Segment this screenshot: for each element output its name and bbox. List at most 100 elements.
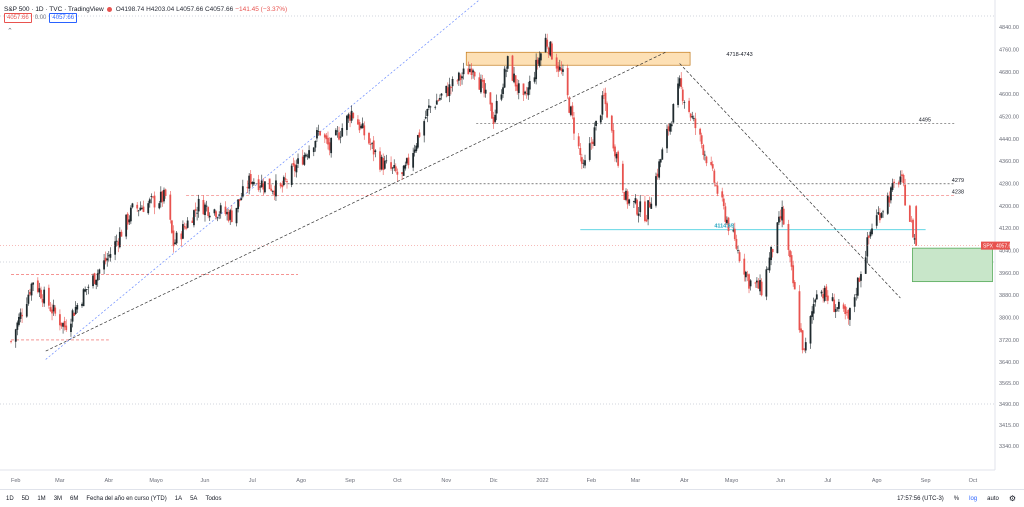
candle-body[interactable] [161, 191, 164, 202]
candle-body[interactable] [251, 181, 254, 184]
candle-body[interactable] [295, 165, 298, 173]
candle-body[interactable] [268, 178, 271, 190]
candle-body[interactable] [582, 162, 585, 164]
candle-body[interactable] [394, 166, 397, 172]
auto-toggle[interactable]: auto [987, 495, 999, 502]
candle-body[interactable] [765, 269, 768, 297]
candle-body[interactable] [503, 68, 506, 88]
candle-body[interactable] [385, 160, 388, 162]
candle-body[interactable] [834, 309, 837, 312]
candle-body[interactable] [688, 100, 690, 112]
candle-body[interactable] [117, 241, 120, 246]
candle-body[interactable] [864, 257, 867, 274]
candle-body[interactable] [492, 117, 495, 124]
candle-body[interactable] [702, 144, 705, 156]
candle-body[interactable] [691, 116, 694, 118]
candle-body[interactable] [855, 294, 858, 296]
candle-body[interactable] [877, 212, 880, 215]
candle-body[interactable] [216, 217, 219, 219]
candle-body[interactable] [194, 209, 197, 211]
candle-body[interactable] [136, 204, 139, 209]
candle-body[interactable] [481, 79, 484, 82]
candle-body[interactable] [371, 142, 374, 144]
candle-body[interactable] [902, 174, 905, 183]
range-button-4[interactable]: 6M [70, 495, 79, 502]
candle-body[interactable] [327, 137, 329, 145]
candle-body[interactable] [517, 83, 520, 94]
candle-body[interactable] [51, 309, 53, 314]
candle-body[interactable] [380, 156, 383, 170]
candle-body[interactable] [527, 87, 530, 96]
candle-body[interactable] [391, 167, 394, 169]
candle-body[interactable] [259, 186, 262, 188]
resistance-zone[interactable] [465, 51, 691, 66]
candle-body[interactable] [301, 156, 304, 165]
candle-body[interactable] [882, 211, 884, 213]
candle-body[interactable] [252, 181, 255, 185]
candle-body[interactable] [522, 83, 525, 96]
candle-body[interactable] [219, 205, 222, 214]
candle-body[interactable] [131, 203, 134, 208]
candle-body[interactable] [724, 206, 727, 222]
candle-body[interactable] [800, 328, 802, 332]
candle-body[interactable] [748, 274, 750, 289]
candle-body[interactable] [303, 155, 306, 165]
candle-body[interactable] [469, 68, 471, 72]
range-button-0[interactable]: 1D [6, 495, 14, 502]
candle-body[interactable] [733, 228, 736, 240]
candle-body[interactable] [754, 282, 757, 284]
candle-body[interactable] [571, 105, 574, 116]
candle-body[interactable] [240, 198, 243, 200]
candle-body[interactable] [551, 43, 553, 60]
candle-body[interactable] [25, 304, 28, 317]
candle-body[interactable] [558, 66, 561, 70]
candle-body[interactable] [224, 206, 227, 214]
candle-body[interactable] [137, 210, 140, 212]
candle-body[interactable] [118, 231, 121, 248]
candle-body[interactable] [360, 125, 363, 129]
candle-body[interactable] [809, 316, 812, 344]
candle-body[interactable] [901, 174, 903, 177]
candle-body[interactable] [19, 312, 22, 319]
candle-body[interactable] [361, 123, 364, 129]
candle-body[interactable] [93, 273, 96, 284]
candle-body[interactable] [202, 199, 205, 215]
candle-body[interactable] [891, 182, 894, 190]
candle-body[interactable] [866, 237, 869, 257]
candle-body[interactable] [566, 67, 569, 96]
candle-body[interactable] [437, 100, 440, 102]
range-button-2[interactable]: 1M [37, 495, 46, 502]
candle-body[interactable] [525, 93, 528, 94]
candle-body[interactable] [495, 100, 498, 114]
candle-body[interactable] [580, 157, 583, 164]
candle-body[interactable] [271, 190, 274, 192]
candle-body[interactable] [81, 304, 83, 306]
candle-body[interactable] [59, 314, 61, 326]
candle-body[interactable] [374, 150, 377, 153]
candle-body[interactable] [781, 207, 784, 221]
log-toggle[interactable]: log [969, 495, 978, 502]
range-button-1[interactable]: 5D [21, 495, 30, 502]
candle-body[interactable] [483, 79, 485, 94]
candle-body[interactable] [516, 84, 519, 91]
candle-body[interactable] [128, 219, 131, 223]
candle-body[interactable] [450, 86, 452, 88]
candle-body[interactable] [412, 153, 415, 168]
candle-body[interactable] [743, 258, 746, 275]
candle-body[interactable] [109, 254, 112, 258]
candle-body[interactable] [390, 162, 392, 169]
candle-body[interactable] [204, 204, 206, 216]
candle-body[interactable] [18, 316, 20, 325]
candle-body[interactable] [502, 87, 504, 95]
candle-body[interactable] [811, 311, 813, 317]
candle-body[interactable] [439, 97, 441, 100]
candle-body[interactable] [196, 212, 199, 214]
candle-body[interactable] [92, 275, 94, 287]
candle-body[interactable] [235, 207, 238, 224]
candle-body[interactable] [316, 130, 318, 139]
candle-body[interactable] [893, 181, 895, 184]
candle-body[interactable] [837, 301, 840, 309]
candle-body[interactable] [14, 329, 17, 342]
candle-body[interactable] [96, 273, 99, 281]
candle-body[interactable] [16, 322, 19, 330]
